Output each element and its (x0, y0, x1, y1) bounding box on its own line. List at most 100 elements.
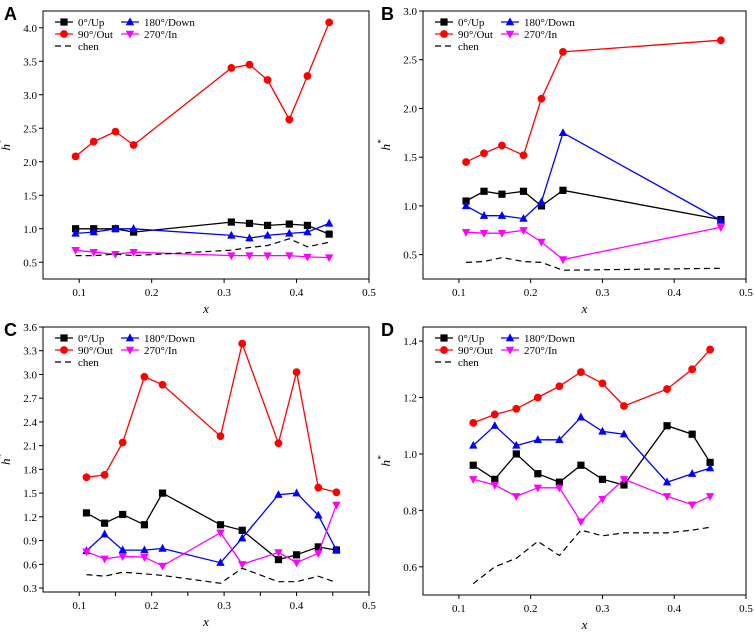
y-tick-label: 3.6 (23, 322, 37, 334)
data-point-up (239, 527, 246, 534)
data-point-up (599, 476, 606, 483)
y-tick-label: 2.7 (23, 393, 37, 405)
panel-letter: C (4, 320, 17, 340)
x-tick-label: 0.4 (667, 603, 681, 615)
data-point-up (141, 521, 148, 528)
data-point-up (246, 220, 253, 227)
data-point-out (275, 439, 283, 447)
y-tick-label: 1.5 (23, 190, 37, 202)
x-tick-label: 0.3 (596, 603, 610, 615)
data-point-in (140, 554, 148, 562)
panel-d: D 0.1 0.2 0.3 0.4 0.5 0.6 0.8 1.0 1.2 1.4 x h* 0°/Up 1… (376, 320, 753, 632)
y-tick-label: 2.4 (23, 417, 37, 429)
data-point-down (537, 197, 545, 205)
y-axis-label-superscript: * (376, 455, 386, 460)
data-point-out (462, 158, 470, 166)
y-tick-label: 3.5 (23, 56, 37, 68)
data-point-out (112, 128, 120, 136)
data-point-in (688, 502, 696, 510)
series-line-chen (87, 568, 337, 583)
y-axis-label-superscript: * (0, 454, 6, 459)
legend: 0°/Up 180°/Down 90°/Out 270°/In chen (55, 333, 195, 369)
x-tick-label: 0.3 (596, 287, 610, 299)
y-tick-label: 1.8 (23, 464, 37, 476)
data-point-out (333, 488, 341, 496)
x-axis-label: x (202, 301, 209, 316)
legend: 0°/Up 180°/Down 90°/Out 270°/In chen (55, 17, 195, 53)
y-axis-label: h* (0, 139, 13, 151)
legend-label-chen: chen (78, 357, 99, 369)
legend-marker-in (506, 31, 514, 39)
legend-label-up: 0°/Up (78, 17, 105, 29)
series-group (469, 346, 714, 584)
data-point-in (100, 556, 108, 564)
y-tick-label: 0.5 (23, 257, 37, 269)
data-point-up (498, 191, 505, 198)
data-point-up (480, 188, 487, 195)
y-axis-label: h* (376, 139, 393, 151)
legend-marker-up (60, 334, 67, 341)
data-point-in (332, 502, 340, 510)
data-point-in (158, 563, 166, 571)
x-tick-label: 0.4 (290, 600, 304, 612)
data-point-out (599, 380, 607, 388)
y-tick-label: 2.0 (403, 103, 417, 115)
data-point-in (292, 560, 300, 568)
data-point-out (688, 365, 696, 373)
legend-marker-up (440, 18, 447, 25)
y-axis-label: h* (376, 455, 393, 467)
legend-label-in: 270°/In (524, 29, 558, 41)
figure: A0.1 0.2 0.3 0.4 0.50.51.01.52.02.53.03.54.0… (0, 0, 754, 636)
series-group (82, 340, 340, 584)
data-point-out (620, 402, 628, 410)
y-tick-label: 3.0 (403, 6, 417, 18)
y-tick-label: 2.5 (23, 123, 37, 135)
data-point-out (717, 36, 725, 44)
data-point-up (689, 431, 696, 438)
data-point-out (130, 141, 138, 149)
y-tick-label: 0.3 (23, 583, 37, 595)
y-tick-label: 0.8 (403, 505, 417, 517)
legend: 0°/Up 180°/Down 90°/Out 270°/In chen (435, 333, 575, 369)
data-point-out (141, 373, 149, 381)
data-point-up (534, 470, 541, 477)
y-tick-label: 0.9 (23, 536, 37, 548)
data-point-up (217, 521, 224, 528)
data-point-out (534, 394, 542, 402)
y-axis-label-superscript: * (0, 139, 6, 144)
y-tick-label: 1.5 (23, 488, 37, 500)
x-tick-label: 0.3 (217, 287, 231, 299)
y-tick-label: 1.0 (403, 201, 417, 213)
y-tick-label: 3.0 (23, 90, 37, 102)
y-axis-label: h* (0, 454, 13, 466)
data-point-out (559, 48, 567, 56)
x-tick-label: 0.1 (452, 287, 466, 299)
data-point-up (83, 509, 90, 516)
legend-label-chen: chen (78, 41, 99, 53)
legend-marker-in (126, 347, 134, 355)
legend-label-down: 180°/Down (144, 17, 195, 29)
data-point-down (292, 489, 300, 497)
legend-marker-out (60, 30, 68, 38)
x-tick-label: 0.2 (524, 603, 538, 615)
x-tick-label: 0.2 (145, 287, 159, 299)
data-point-out (663, 385, 671, 393)
data-point-out (491, 411, 499, 419)
y-tick-label: 2.0 (23, 157, 37, 169)
data-point-up (159, 490, 166, 497)
series-line-in (473, 479, 710, 521)
data-point-out (520, 151, 528, 159)
x-tick-label: 0.1 (72, 287, 86, 299)
legend: 0°/Up 180°/Down 90°/Out 270°/In chen (435, 17, 575, 53)
legend-label-down: 180°/Down (524, 17, 575, 29)
legend-label-in: 270°/In (144, 29, 178, 41)
legend-marker-down (126, 17, 134, 25)
data-point-out (325, 18, 333, 26)
legend-label-in: 270°/In (144, 345, 178, 357)
data-point-down (598, 427, 606, 435)
data-point-down (158, 544, 166, 552)
x-tick-label: 0.2 (524, 287, 538, 299)
data-point-down (559, 128, 567, 136)
data-point-out (119, 439, 127, 447)
data-point-out (498, 142, 506, 150)
